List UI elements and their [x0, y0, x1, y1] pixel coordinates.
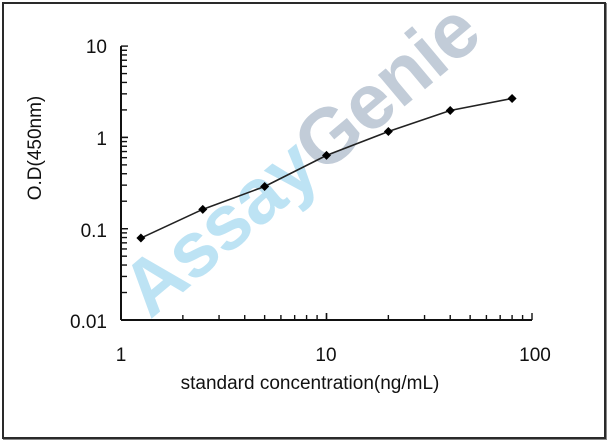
data-point-marker	[198, 204, 208, 214]
axes	[120, 45, 533, 321]
watermark-genie: Genie	[277, 0, 496, 188]
x-tick-label: 10	[315, 345, 336, 366]
data-point-marker	[260, 181, 270, 191]
svg-text:AssayGenie: AssayGenie	[104, 0, 495, 333]
x-tick-label: 100	[519, 345, 551, 366]
data-point-marker	[507, 93, 517, 103]
watermark-assay: Assay	[104, 121, 333, 333]
x-axis-title: standard concentration(ng/mL)	[181, 373, 440, 394]
data-markers	[136, 93, 517, 243]
y-tick-labels: 10 1 0.1 0.01	[70, 37, 107, 333]
y-axis-title: O.D(450nm)	[25, 96, 46, 201]
x-tick-labels: 1 10 100	[116, 345, 551, 366]
x-tick-label: 1	[116, 345, 127, 366]
data-point-marker	[322, 150, 331, 160]
y-tick-label: 0.01	[70, 312, 107, 333]
data-point-marker	[136, 233, 146, 243]
y-tick-label: 10	[86, 37, 107, 58]
data-point-marker	[445, 106, 455, 116]
y-tick-label: 0.1	[81, 221, 107, 242]
watermark: AssayGenie	[104, 0, 495, 333]
data-point-marker	[383, 127, 393, 137]
y-tick-label: 1	[96, 129, 107, 150]
